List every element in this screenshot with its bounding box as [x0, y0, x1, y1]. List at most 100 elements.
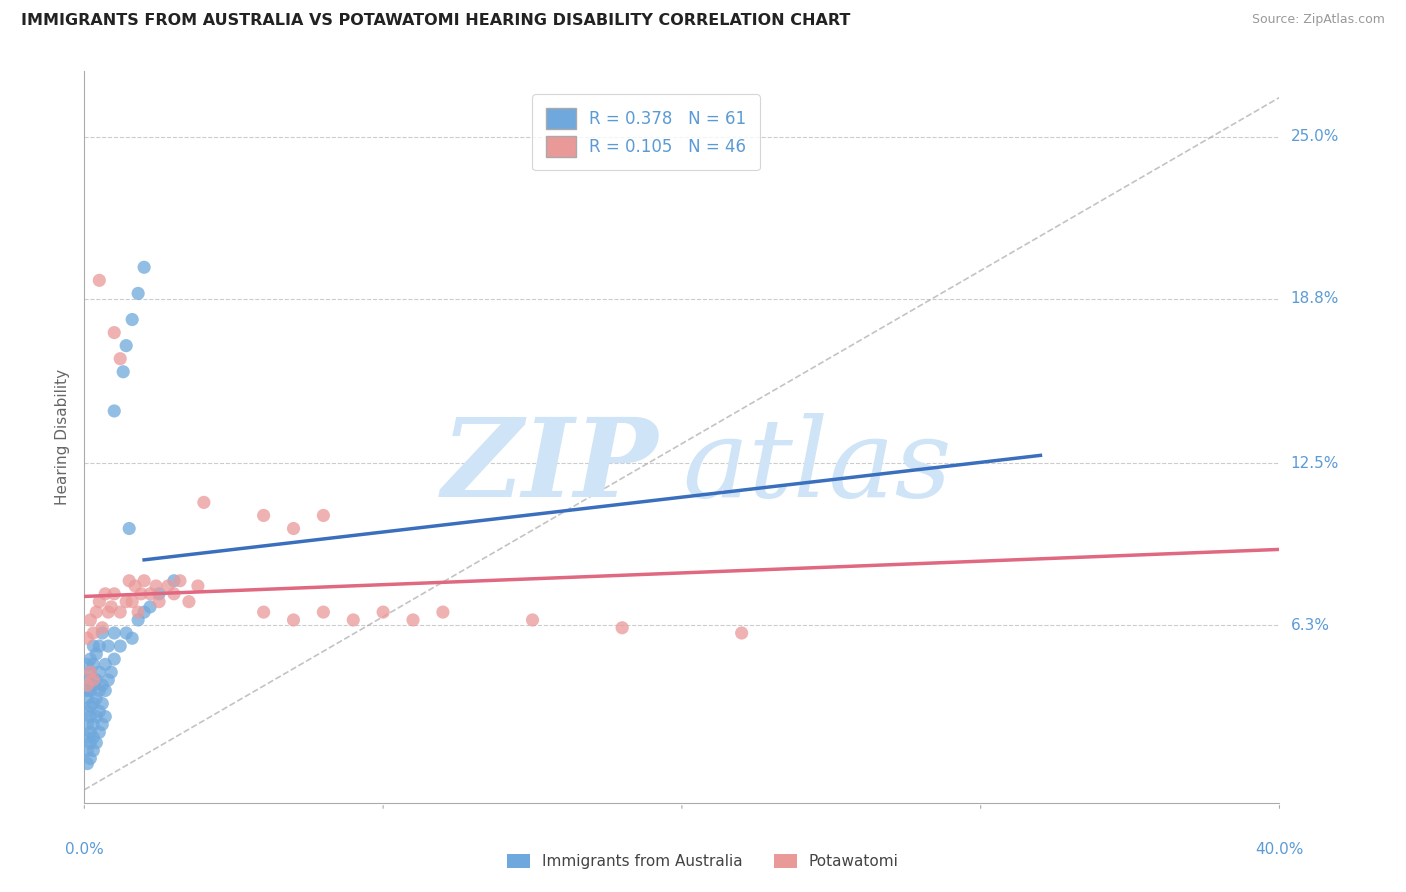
Point [127, 605, 149, 619]
Point [139, 587, 162, 601]
Point [103, 626, 125, 640]
Point [127, 286, 149, 301]
Point [103, 404, 125, 418]
Point [100, 665, 122, 680]
Point [253, 508, 276, 523]
Point [103, 326, 125, 340]
Point [94, 587, 117, 601]
Point [121, 594, 143, 608]
Point [79, 665, 101, 680]
Point [115, 338, 138, 352]
Point [103, 587, 125, 601]
Point [79, 751, 101, 765]
Point [82, 743, 104, 757]
Point [163, 587, 186, 601]
Point [76, 717, 98, 731]
Point [89, 705, 111, 719]
Point [86, 647, 108, 661]
Point [82, 678, 104, 692]
Point [89, 594, 111, 608]
Point [148, 587, 170, 601]
Point [115, 594, 138, 608]
Point [103, 652, 125, 666]
Point [82, 626, 104, 640]
Point [127, 613, 149, 627]
Point [100, 599, 122, 614]
Point [402, 613, 425, 627]
Point [110, 351, 132, 366]
Point [132, 605, 156, 619]
Point [312, 508, 335, 523]
Point [139, 599, 162, 614]
Point [121, 632, 143, 646]
Point [118, 521, 141, 535]
Point [79, 665, 101, 680]
Point [110, 639, 132, 653]
Point [79, 709, 101, 723]
Text: atlas: atlas [682, 413, 952, 520]
Text: ZIP: ZIP [441, 413, 658, 520]
Point [124, 579, 146, 593]
Point [145, 579, 167, 593]
Point [76, 691, 98, 706]
Point [187, 579, 209, 593]
Text: 25.0%: 25.0% [1291, 129, 1339, 145]
Point [82, 639, 104, 653]
Point [132, 574, 156, 588]
Point [163, 574, 186, 588]
Text: Source: ZipAtlas.com: Source: ZipAtlas.com [1251, 13, 1385, 27]
Point [79, 683, 101, 698]
Legend: R = 0.378   N = 61, R = 0.105   N = 46: R = 0.378 N = 61, R = 0.105 N = 46 [533, 95, 759, 170]
Point [89, 639, 111, 653]
Point [86, 709, 108, 723]
Text: 40.0%: 40.0% [1256, 842, 1303, 856]
Point [253, 605, 276, 619]
Point [169, 574, 191, 588]
Point [432, 605, 454, 619]
Point [157, 579, 180, 593]
Point [91, 717, 114, 731]
Point [91, 678, 114, 692]
Point [283, 613, 305, 627]
Y-axis label: Hearing Disability: Hearing Disability [55, 369, 70, 505]
Point [89, 725, 111, 739]
Point [82, 673, 104, 687]
Text: 18.8%: 18.8% [1291, 291, 1339, 306]
Point [110, 605, 132, 619]
Point [129, 587, 152, 601]
Point [82, 731, 104, 745]
Point [118, 574, 141, 588]
Point [76, 756, 98, 771]
Point [731, 626, 754, 640]
Text: 12.5%: 12.5% [1291, 456, 1339, 471]
Point [193, 495, 215, 509]
Text: 0.0%: 0.0% [65, 842, 104, 856]
Point [76, 683, 98, 698]
Point [76, 743, 98, 757]
Point [283, 521, 305, 535]
Point [148, 594, 170, 608]
Point [522, 613, 544, 627]
Point [312, 605, 335, 619]
Point [612, 621, 634, 635]
Point [82, 697, 104, 711]
Point [97, 605, 120, 619]
Point [94, 709, 117, 723]
Point [76, 632, 98, 646]
Point [86, 691, 108, 706]
Point [91, 697, 114, 711]
Point [79, 725, 101, 739]
Point [177, 594, 200, 608]
Text: 6.3%: 6.3% [1291, 617, 1330, 632]
Point [76, 731, 98, 745]
Point [94, 683, 117, 698]
Point [97, 673, 120, 687]
Point [79, 613, 101, 627]
Point [89, 683, 111, 698]
Point [79, 652, 101, 666]
Point [121, 312, 143, 326]
Point [86, 736, 108, 750]
Point [76, 657, 98, 672]
Point [97, 639, 120, 653]
Point [86, 605, 108, 619]
